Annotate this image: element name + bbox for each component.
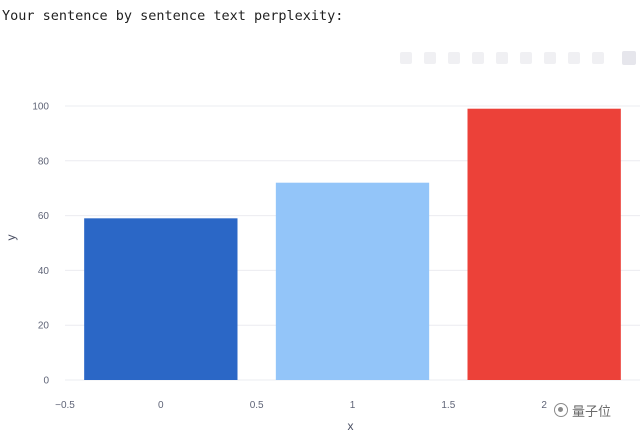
y-tick-labels: 0 20 40 60 80 100 [32, 101, 49, 386]
pan-icon[interactable] [448, 52, 460, 64]
y-tick-label: 100 [32, 101, 49, 112]
lasso-select-icon[interactable] [496, 52, 508, 64]
camera-icon[interactable] [400, 52, 412, 64]
x-tick-label: 0.5 [250, 400, 264, 411]
autoscale-icon[interactable] [568, 52, 580, 64]
zoom-out-icon[interactable] [544, 52, 556, 64]
x-tick-label: 1.5 [441, 400, 455, 411]
y-tick-label: 80 [38, 156, 50, 167]
x-tick-label: 1 [350, 400, 356, 411]
chart-toolbar [400, 50, 636, 66]
bar[interactable] [467, 108, 621, 381]
bar[interactable] [275, 182, 430, 380]
x-tick-label: 2 [541, 400, 547, 411]
watermark-text: 量子位 [572, 404, 612, 420]
plotly-logo-icon[interactable] [622, 51, 636, 65]
x-tick-labels: −0.5 0 0.5 1 1.5 2 [55, 400, 547, 411]
y-tick-label: 0 [43, 376, 49, 387]
y-tick-label: 60 [38, 211, 50, 222]
y-tick-label: 40 [38, 266, 50, 277]
wechat-icon [554, 403, 568, 417]
x-tick-label: −0.5 [55, 400, 75, 411]
y-tick-label: 20 [38, 321, 50, 332]
page-heading: Your sentence by sentence text perplexit… [2, 8, 344, 24]
box-select-icon[interactable] [472, 52, 484, 64]
zoom-in-icon[interactable] [520, 52, 532, 64]
reset-axes-icon[interactable] [592, 52, 604, 64]
y-axis-title: y [4, 235, 18, 241]
zoom-icon[interactable] [424, 52, 436, 64]
bars [84, 108, 621, 381]
bar[interactable] [84, 218, 238, 380]
watermark: 量子位 [552, 400, 614, 420]
x-axis-title: x [348, 419, 354, 433]
x-tick-label: 0 [158, 400, 164, 411]
